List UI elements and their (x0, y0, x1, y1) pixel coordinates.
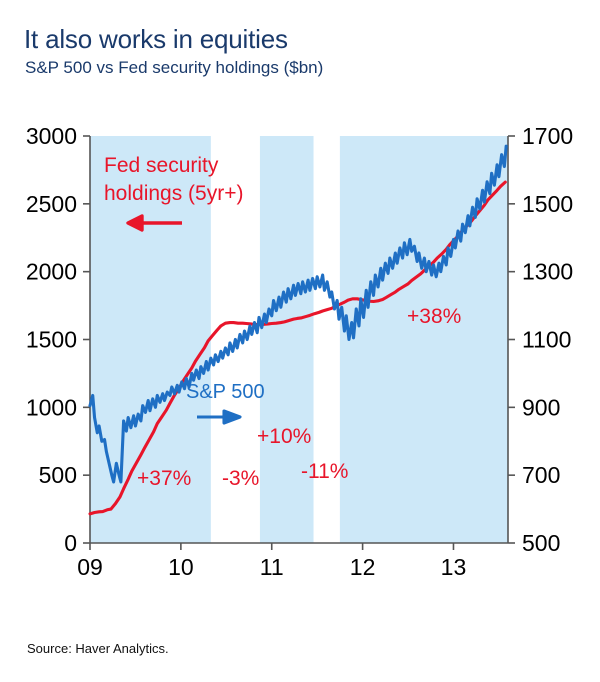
annotation-10: +10% (257, 425, 311, 448)
sp500-arrow-icon (197, 409, 242, 425)
tick-marks-group (83, 135, 515, 550)
series-line-fed-holdings (88, 180, 507, 516)
right-axis-tick-label: 1100 (522, 327, 571, 353)
source-note: Source: Haver Analytics. (27, 641, 169, 656)
left-axis-tick-label: 1000 (26, 394, 77, 420)
page-title: It also works in equities (24, 24, 288, 54)
shaded-band-1 (90, 136, 211, 543)
right-axis-tick-label: 900 (522, 394, 560, 420)
x-axis-tick-label: 09 (77, 554, 103, 580)
annotation-fed-holdings-label: Fed security (104, 154, 219, 177)
right-axis-tick-label: 700 (522, 462, 560, 488)
page-subtitle: S&P 500 vs Fed security holdings ($bn) (25, 58, 324, 77)
left-axis-tick-label: 2500 (26, 191, 77, 217)
left-axis-tick-label: 2000 (26, 259, 77, 285)
annotation-3: -3% (222, 467, 259, 490)
series-group (88, 144, 508, 516)
right-axis-tick-label: 1500 (522, 191, 573, 217)
x-axis-tick-label: 10 (168, 554, 194, 580)
annotation-38: +38% (407, 305, 461, 328)
x-axis-tick-label: 13 (441, 554, 467, 580)
tick-labels-group: 0500100015002000250030005007009001100130… (26, 123, 573, 580)
left-axis-tick-label: 1500 (26, 327, 77, 353)
annotation-37: +37% (137, 467, 191, 490)
right-axis-tick-label: 500 (522, 530, 560, 556)
right-axis-tick-label: 1700 (522, 123, 573, 149)
annotation-sp500: S&P 500 (186, 381, 265, 403)
annotations-group: Fed security holdings (5yr+) S&P 500 +37% -3… (104, 154, 461, 490)
x-axis-tick-label: 11 (260, 554, 284, 580)
left-axis-tick-label: 3000 (26, 123, 77, 149)
series-line-sp500 (88, 144, 508, 484)
annotation-fed-holdings-label: holdings (5yr+) (104, 182, 243, 205)
annotation-11: -11% (301, 460, 348, 483)
x-axis-tick-label: 12 (350, 554, 376, 580)
left-axis-tick-label: 0 (64, 530, 77, 556)
left-axis-tick-label: 500 (39, 462, 77, 488)
right-axis-tick-label: 1300 (522, 259, 573, 285)
shaded-band-2 (259, 136, 314, 543)
fed-holdings-arrow-icon (126, 214, 182, 232)
